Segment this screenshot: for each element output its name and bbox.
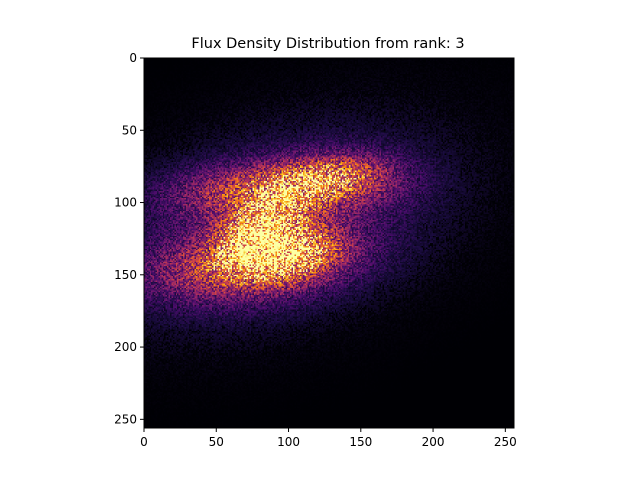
plot-area bbox=[143, 57, 515, 429]
y-tick-label: 100 bbox=[114, 196, 137, 210]
x-tick-label: 50 bbox=[209, 435, 224, 449]
y-tick-label: 50 bbox=[122, 123, 137, 137]
plot-frame bbox=[143, 57, 515, 429]
heatmap-image bbox=[144, 58, 514, 428]
y-axis: 0 50 100 150 200 250 bbox=[114, 51, 144, 426]
y-tick-label: 200 bbox=[114, 340, 137, 354]
x-tick-label: 100 bbox=[277, 435, 300, 449]
x-tick-label: 250 bbox=[494, 435, 517, 449]
x-tick-label: 0 bbox=[140, 435, 148, 449]
y-tick-label: 150 bbox=[114, 268, 137, 282]
chart-title: Flux Density Distribution from rank: 3 bbox=[191, 36, 464, 52]
x-tick-label: 200 bbox=[422, 435, 445, 449]
x-tick-label: 150 bbox=[349, 435, 372, 449]
x-axis: 0 50 100 150 200 250 bbox=[140, 428, 517, 449]
y-tick-label: 0 bbox=[129, 51, 137, 65]
y-tick-label: 250 bbox=[114, 412, 137, 426]
